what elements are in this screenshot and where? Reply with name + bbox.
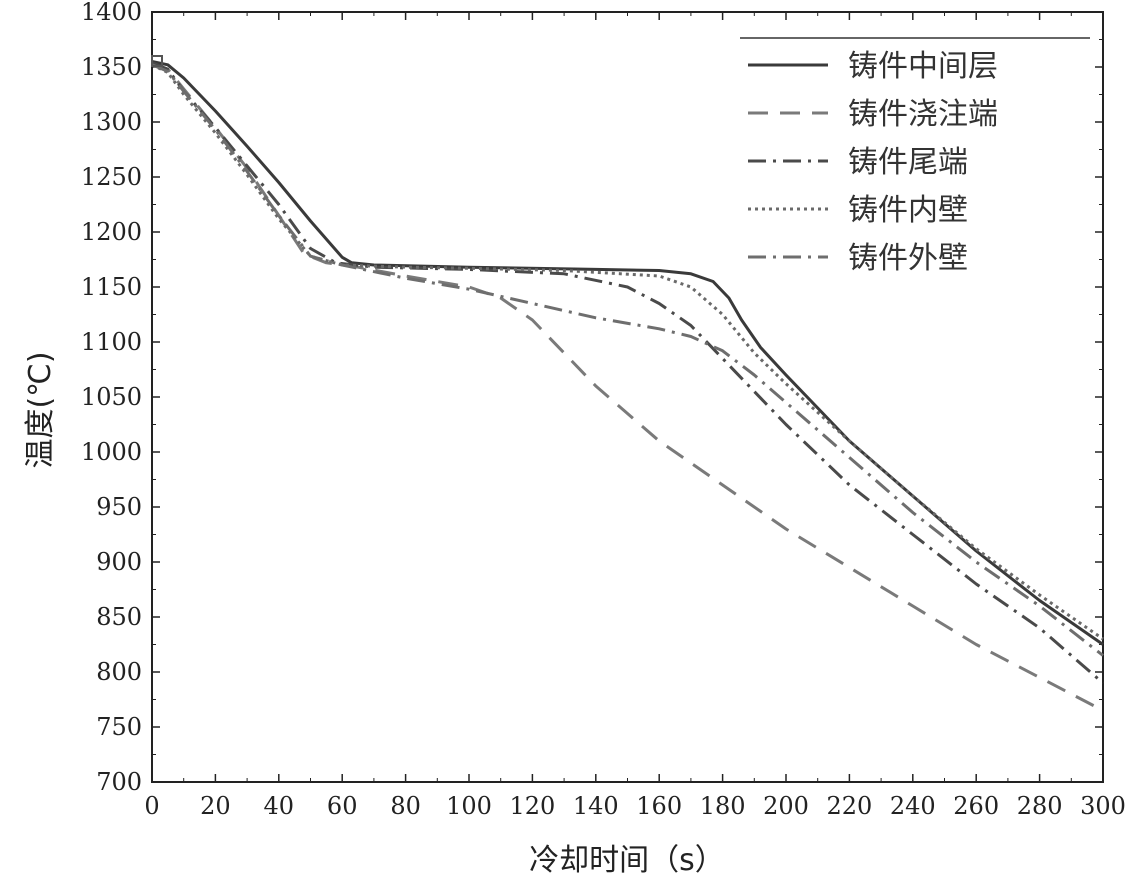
y-tick-label: 750 xyxy=(96,713,142,741)
x-tick-label: 40 xyxy=(264,792,295,820)
y-axis-ticks: 700 750 800 850 900 950 1000 1050 1100 1150 1200 12… xyxy=(81,0,1103,796)
x-tick-label: 80 xyxy=(390,792,421,820)
x-tick-label: 140 xyxy=(573,792,619,820)
series-line-2 xyxy=(151,62,1104,712)
x-tick-label: 220 xyxy=(826,792,872,820)
series-lines xyxy=(151,55,1104,712)
series-line-4 xyxy=(151,63,1104,641)
x-tick-label: 60 xyxy=(327,792,358,820)
x-axis-ticks: 0 20 40 60 80 100 120 140 160 180 200 220 240 260 280 3… xyxy=(144,12,1126,820)
legend-label: 铸件中间层 xyxy=(848,49,998,84)
x-tick-label: 20 xyxy=(200,792,231,820)
y-tick-label: 1150 xyxy=(81,273,142,301)
legend-label: 铸件内壁 xyxy=(848,193,968,228)
series-line-5 xyxy=(151,63,1104,657)
x-tick-label: 240 xyxy=(890,792,936,820)
y-tick-label: 700 xyxy=(96,768,142,796)
y-axis-title: 温度(℃) xyxy=(23,351,58,468)
x-tick-label: 0 xyxy=(144,792,159,820)
x-tick-label: 280 xyxy=(1017,792,1063,820)
x-tick-label: 180 xyxy=(700,792,746,820)
y-tick-label: 1000 xyxy=(81,438,142,466)
y-tick-label: 900 xyxy=(96,548,142,576)
series-line-3 xyxy=(151,61,1104,685)
legend-label: 铸件浇注端 xyxy=(848,97,998,132)
x-tick-label: 160 xyxy=(636,792,682,820)
x-axis-title: 冷却时间（s） xyxy=(529,843,725,878)
x-tick-label: 100 xyxy=(446,792,492,820)
y-tick-label: 1050 xyxy=(81,383,142,411)
legend-label: 铸件外壁 xyxy=(848,241,968,276)
y-tick-label: 800 xyxy=(96,658,142,686)
y-tick-label: 1400 xyxy=(81,0,142,26)
start-marker xyxy=(151,55,163,67)
x-tick-label: 300 xyxy=(1080,792,1126,820)
y-tick-label: 1250 xyxy=(81,163,142,191)
x-tick-label: 120 xyxy=(509,792,555,820)
x-tick-label: 260 xyxy=(953,792,999,820)
y-tick-label: 1350 xyxy=(81,53,142,81)
x-tick-label: 200 xyxy=(763,792,809,820)
y-tick-label: 1200 xyxy=(81,218,142,246)
y-tick-label: 1100 xyxy=(81,328,142,356)
y-tick-label: 1300 xyxy=(81,108,142,136)
legend-label: 铸件尾端 xyxy=(848,145,968,180)
y-tick-label: 850 xyxy=(96,603,142,631)
y-tick-label: 950 xyxy=(96,493,142,521)
